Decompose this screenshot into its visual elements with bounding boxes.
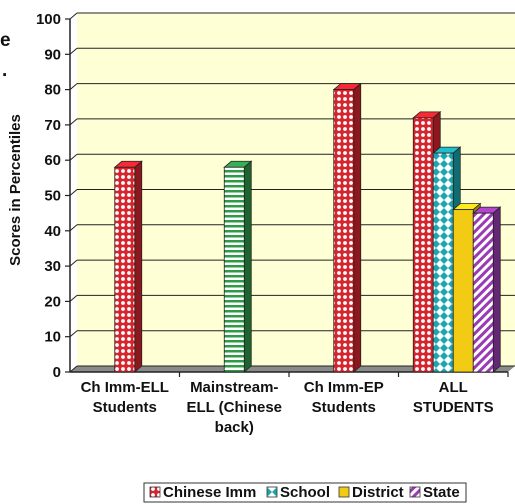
plot-floor <box>70 366 515 372</box>
y-tick-label: 70 <box>44 117 61 134</box>
gridline-diagonal <box>69 153 78 161</box>
legend-label-district: District <box>352 484 404 501</box>
y-tick-label: 90 <box>44 46 61 63</box>
legend-swatch-chinese-imm <box>149 486 161 498</box>
gridline-diagonal <box>69 83 78 90</box>
legend-swatch-district <box>338 486 350 498</box>
y-tick-label: 0 <box>53 364 61 381</box>
y-tick-label: 30 <box>44 258 61 275</box>
y-tick-label: 40 <box>44 223 61 240</box>
gridline-diagonal <box>69 365 78 373</box>
legend-swatch-state <box>409 486 421 498</box>
gridline-diagonal <box>69 295 78 302</box>
y-tick-label: 10 <box>44 329 61 346</box>
category-label: Ch Imm-ELL Students <box>81 379 169 416</box>
gridline-diagonal <box>69 189 78 196</box>
legend-label-school: School <box>280 484 330 501</box>
plot-back-wall <box>70 13 515 372</box>
edge-fragment-1: e <box>0 30 11 51</box>
category-labels: Ch Imm-ELL Students Mainstream-ELL (Chines… <box>81 372 509 436</box>
bar-chinese-imm <box>113 160 143 373</box>
gridline-diagonal <box>69 118 78 126</box>
gridline-diagonal <box>69 330 78 338</box>
category-label: Mainstream-ELL (Chinese back) <box>186 379 282 436</box>
y-tick-label: 50 <box>44 188 61 205</box>
gridline-diagonal <box>69 12 78 20</box>
bars <box>113 82 502 373</box>
y-axis-title: Scores in Percentiles <box>7 114 24 266</box>
y-tick-label: 60 <box>44 152 61 169</box>
bar-state <box>472 206 502 373</box>
edge-fragment-2: . <box>2 60 7 81</box>
y-tick-label: 80 <box>44 82 61 99</box>
bar-mainstream-ell <box>223 160 253 373</box>
gridline-diagonal <box>69 224 78 232</box>
gridline-diagonal <box>69 259 78 267</box>
legend-swatch-school <box>266 486 278 498</box>
legend-label-state: State <box>423 484 460 501</box>
y-axis-ticks: 0 10 20 30 40 50 60 70 80 90 100 <box>36 11 70 381</box>
bar-chinese-imm <box>332 82 362 373</box>
gridline-diagonal <box>69 47 78 55</box>
legend-label-chinese-imm: Chinese Imm <box>163 484 256 501</box>
legend-frame <box>143 482 467 503</box>
category-label: ALL STUDENTS <box>413 379 494 416</box>
category-label: Ch Imm-EP Students <box>304 379 384 416</box>
y-tick-label: 100 <box>36 11 61 28</box>
legend: Chinese Imm School District State <box>143 482 467 503</box>
y-tick-label: 20 <box>44 293 61 310</box>
